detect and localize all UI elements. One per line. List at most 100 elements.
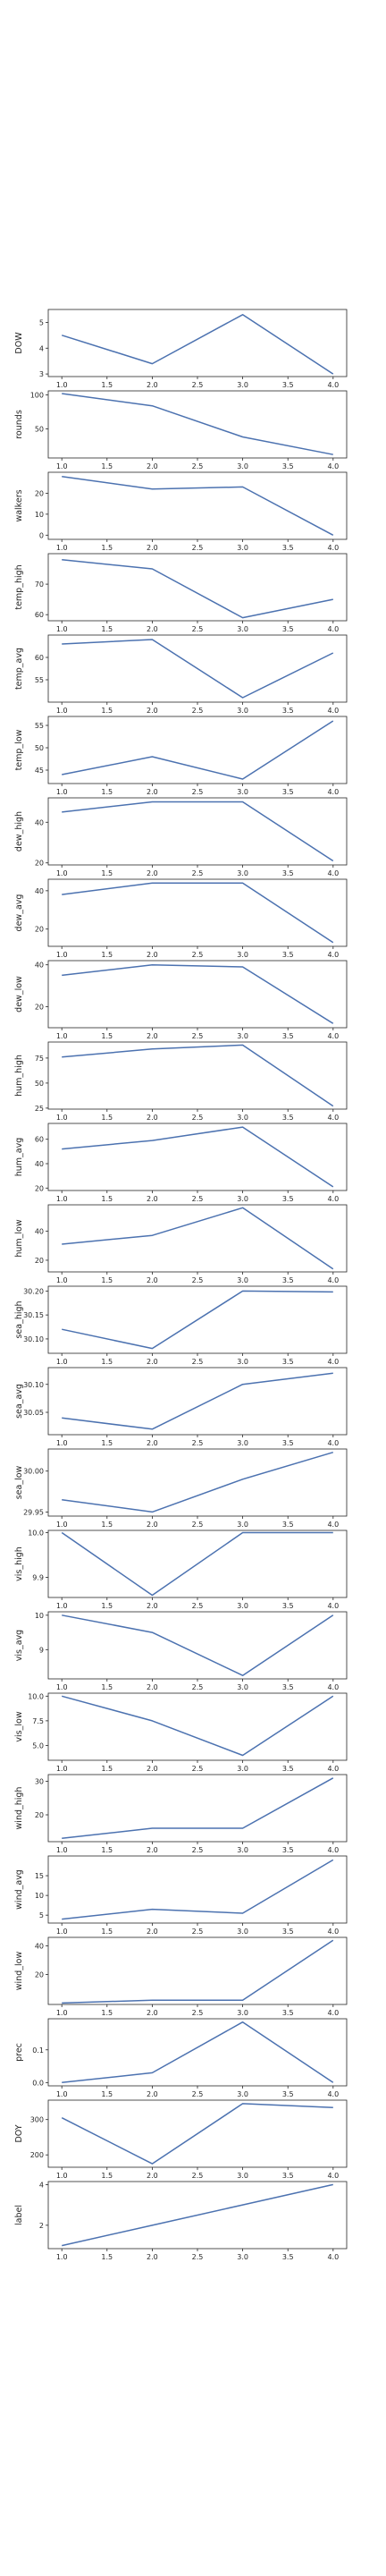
x-tick-label: 3.0	[237, 1114, 248, 1122]
x-tick-label: 4.0	[327, 625, 339, 633]
series-line-prec	[62, 2021, 334, 2084]
x-tick-label: 3.0	[237, 1928, 248, 1936]
x-tick-label: 1.5	[101, 1114, 113, 1122]
series-line-hum_high	[62, 1044, 334, 1107]
x-tick-label: 2.0	[147, 625, 158, 633]
x-tick-label: 1.5	[101, 2172, 113, 2180]
y-axis-label: hum_high	[14, 1055, 24, 1097]
y-tick-label: 10	[35, 1612, 44, 1620]
y-axis-label: vis_high	[14, 1546, 24, 1581]
series-line-DOW	[61, 314, 334, 375]
x-tick-label: 2.5	[192, 1765, 204, 1773]
x-tick-label: 1.0	[56, 381, 68, 389]
x-tick-label: 3.5	[282, 1114, 294, 1122]
y-tick-label: 5	[39, 1911, 44, 1919]
x-tick-label: 4.0	[327, 1032, 339, 1040]
series-line-dew_avg	[62, 882, 334, 944]
x-tick-label: 4.0	[327, 1195, 339, 1203]
plot-frame	[47, 1204, 348, 1273]
y-axis-label: dew_low	[14, 976, 24, 1013]
x-tick-label: 2.0	[147, 2009, 158, 2017]
plot-frame	[47, 553, 348, 622]
x-tick-label: 2.5	[192, 707, 204, 715]
y-tick-label: 30.15	[23, 1311, 44, 1319]
x-tick-label: 2.0	[147, 1846, 158, 1854]
x-tick-label: 1.5	[101, 625, 113, 633]
x-tick-label: 1.5	[101, 1358, 113, 1366]
x-tick-label: 1.0	[56, 625, 68, 633]
plot-frame	[47, 1041, 348, 1110]
x-tick-label: 1.0	[56, 1683, 68, 1691]
subplot-dew_avg: 20 40 dew_avg 1.0 1.5 2.0 2.5 3.0 3.5 4.0	[14, 878, 348, 959]
x-tick-label: 4.0	[327, 1358, 339, 1366]
x-tick-label: 2.0	[147, 2172, 158, 2180]
x-tick-label: 1.0	[56, 1765, 68, 1773]
x-tick-label: 3.0	[237, 1195, 248, 1203]
y-tick-label: 40	[35, 818, 44, 826]
y-tick-label: 9.9	[32, 1574, 44, 1582]
plot-frame	[47, 1692, 348, 1761]
subplot-hum_low: 20 40 hum_low 1.0 1.5 2.0 2.5 3.0 3.5 4.0	[14, 1204, 348, 1284]
x-tick-label: 3.0	[237, 1276, 248, 1284]
y-tick-label: 40	[35, 1160, 44, 1168]
x-tick-label: 4.0	[327, 1521, 339, 1529]
y-tick-label: 30.20	[23, 1287, 44, 1295]
y-tick-label: 29.95	[23, 1508, 44, 1516]
x-tick-label: 2.0	[147, 1928, 158, 1936]
x-tick-label: 3.5	[282, 1602, 294, 1610]
y-tick-label: 20	[35, 1811, 44, 1819]
plot-frame	[47, 1611, 348, 1680]
x-tick-label: 2.5	[192, 1602, 204, 1610]
y-tick-label: 50	[35, 425, 44, 433]
y-axis-label: temp_low	[14, 729, 24, 770]
x-tick-label: 3.5	[282, 1521, 294, 1529]
x-tick-label: 3.5	[282, 788, 294, 796]
y-tick-label: 75	[35, 1055, 44, 1063]
y-tick-label: 9	[39, 1646, 44, 1654]
x-tick-label: 1.0	[56, 951, 68, 959]
x-tick-label: 1.0	[56, 1032, 68, 1040]
x-tick-label: 1.0	[56, 1928, 68, 1936]
x-tick-label: 1.0	[56, 1602, 68, 1610]
subplot-vis_avg: 9 10 vis_avg 1.0 1.5 2.0 2.5 3.0 3.5 4.0	[14, 1611, 348, 1691]
x-tick-label: 2.0	[147, 1439, 158, 1447]
series-line-dew_low	[62, 963, 334, 1024]
y-tick-label: 10	[35, 511, 44, 519]
x-tick-label: 2.5	[192, 381, 204, 389]
subplot-hum_high: 25 50 75 hum_high 1.0 1.5 2.0 2.5 3.0 3.5 4.0	[14, 1041, 348, 1122]
x-tick-label: 1.0	[56, 2172, 68, 2180]
y-tick-label: 2	[39, 2222, 44, 2230]
x-tick-label: 1.5	[101, 544, 113, 552]
y-tick-label: 30.10	[23, 1335, 44, 1343]
x-tick-label: 3.0	[237, 1521, 248, 1529]
y-tick-label: 0	[39, 531, 44, 539]
y-tick-label: 20	[35, 1970, 44, 1979]
y-tick-label: 25	[35, 1105, 44, 1113]
x-tick-label: 3.5	[282, 1765, 294, 1773]
y-axis-label: walkers	[14, 489, 24, 521]
y-tick-label: 5	[39, 318, 44, 326]
x-tick-label: 1.5	[101, 2090, 113, 2098]
x-tick-label: 1.5	[101, 1521, 113, 1529]
x-tick-label: 4.0	[327, 1276, 339, 1284]
x-tick-label: 3.0	[237, 1439, 248, 1447]
plot-frame	[47, 471, 348, 540]
y-axis-label: wind_high	[14, 1787, 24, 1830]
x-tick-label: 3.5	[282, 2090, 294, 2098]
subplot-temp_low: 45 50 55 temp_low 1.0 1.5 2.0 2.5 3.0 3.5 4.0	[14, 716, 348, 796]
x-tick-label: 4.0	[327, 462, 339, 470]
series-line-sea_avg	[62, 1372, 333, 1430]
x-tick-label: 3.5	[282, 1195, 294, 1203]
subplot-dew_low: 20 40 dew_low 1.0 1.5 2.0 2.5 3.0 3.5 4.0	[14, 960, 348, 1040]
series-line-label	[62, 2183, 333, 2247]
x-tick-label: 3.0	[237, 2090, 248, 2098]
y-tick-label: 4	[39, 344, 44, 352]
x-tick-label: 1.0	[56, 2253, 68, 2261]
x-tick-label: 2.5	[192, 1683, 204, 1691]
y-tick-label: 30	[35, 1778, 44, 1786]
x-tick-label: 2.5	[192, 1928, 204, 1936]
y-axis-label: rounds	[14, 410, 24, 439]
x-tick-label: 3.0	[237, 381, 248, 389]
x-tick-label: 1.0	[56, 1114, 68, 1122]
y-tick-label: 0.1	[32, 2046, 44, 2055]
